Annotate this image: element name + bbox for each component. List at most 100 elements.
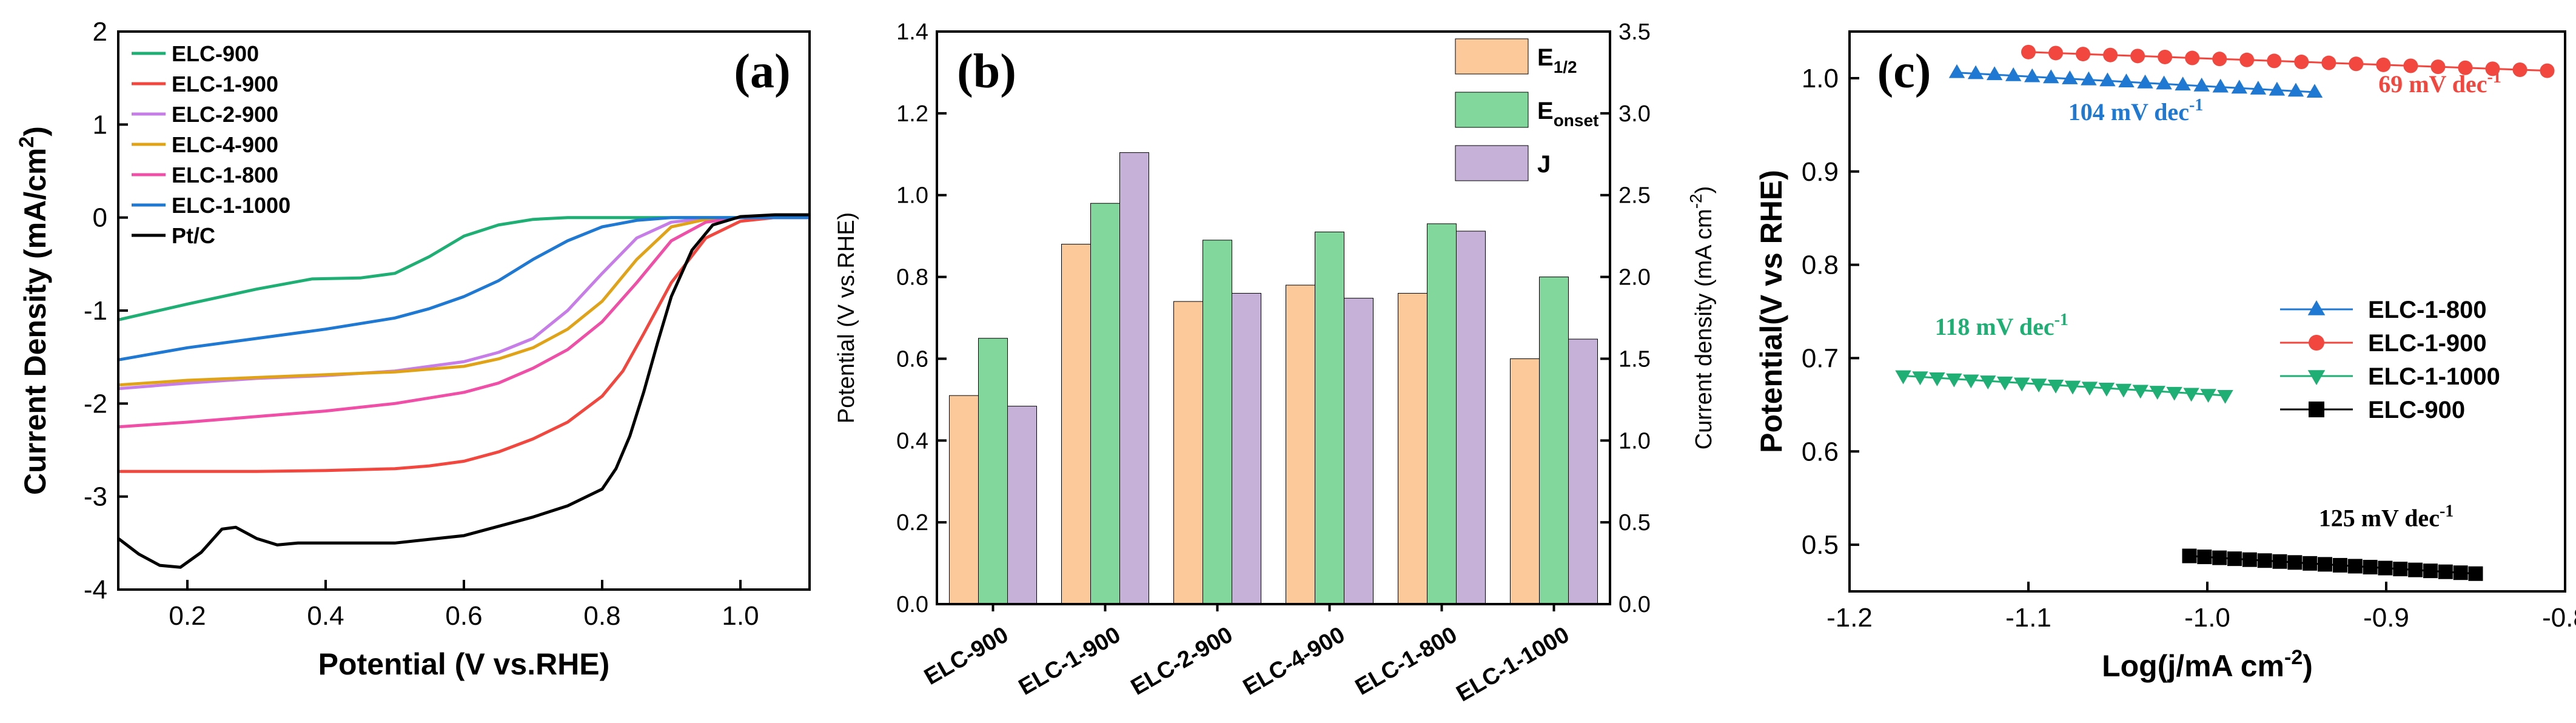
panel-a-y-axis-title-main: Current Density (mA/cm (18, 148, 52, 495)
panel-b-y-tick-label: 0.0 (896, 592, 928, 617)
panel-b-right-y-tick-label: 3.5 (1618, 19, 1651, 45)
panel-a-legend-label-2: ELC-2-900 (172, 102, 278, 127)
panel-c-point-1 (2458, 60, 2473, 75)
panel-b-legend-label-main: J (1537, 151, 1551, 178)
panel-a-series-line-0 (118, 216, 810, 321)
panel-b-bar-1-2 (1119, 152, 1149, 605)
panel-b-right-y-tick-label: 2.5 (1618, 183, 1651, 209)
panel-c-x-axis-title-sup: -2 (2284, 646, 2303, 669)
panel-c-point-0 (2118, 73, 2135, 87)
panel-c-point-0 (1967, 65, 1984, 79)
panel-c-point-2 (2064, 380, 2081, 395)
panel-b-legend-label-2: J (1537, 151, 1551, 178)
panel-c-series-group (1895, 44, 2555, 581)
panel-c-point-2 (1912, 371, 1928, 386)
panel-c-point-2 (1946, 373, 1962, 388)
panel-c-x-tick-label: -1.1 (2005, 603, 2051, 633)
panel-c-point-2 (1996, 376, 2013, 391)
panel-b-legend-label-main: E (1537, 44, 1554, 71)
panel-c-point-1 (2130, 49, 2145, 64)
panel-c-point-1 (2376, 57, 2391, 72)
panel-b-legend-swatch-2 (1455, 145, 1529, 181)
panel-b-bar-chart: ELC-900 ELC-1-900 ELC-2-900 ELC-4-900 ELC-1-… (834, 19, 1717, 707)
panel-c-point-0 (1948, 64, 1965, 78)
panel-b-y-tick-label: 1.4 (896, 19, 928, 45)
panel-c-point-3 (2303, 556, 2318, 571)
panel-c-point-3 (2287, 555, 2303, 570)
panel-c-point-1 (2349, 56, 2364, 72)
panel-b-y-tick-label: 0.6 (896, 346, 928, 372)
panel-c-point-3 (2438, 564, 2453, 579)
panel-a-y-axis-title-sup: 2 (15, 136, 38, 148)
panel-c-point-3 (2212, 550, 2227, 565)
panel-b-right-y-axis-title-main: Current density (mA cm (1691, 209, 1717, 449)
panel-b-bar-3-2 (1344, 298, 1374, 605)
panel-c-y-tick-label: 0.6 (1802, 437, 1839, 466)
panel-c-point-2 (2217, 389, 2233, 404)
panel-c-point-3 (2272, 554, 2287, 569)
panel-b-legend-label-sub: onset (1554, 111, 1599, 130)
panel-c-legend-swatch-marker-1 (2309, 335, 2324, 351)
panel-a-series-line-4 (118, 216, 810, 429)
panel-c-point-0 (2024, 68, 2041, 82)
panel-c-slope-annotation-main: 125 mV dec (2319, 504, 2440, 531)
panel-a-series-line-5 (118, 216, 810, 362)
panel-c-point-2 (2132, 385, 2148, 399)
panel-b-bar-1-0 (1061, 244, 1091, 605)
panel-b-bar-0-1 (978, 338, 1008, 605)
panel-b-plot-frame (936, 30, 1611, 605)
panel-c-legend-label-3: ELC-900 (2368, 397, 2465, 423)
panel-a-legend: ELC-900 ELC-1-900 ELC-2-900 ELC-4-900 ELC-1-… (132, 41, 290, 248)
panel-b-bar-5-2 (1568, 338, 1598, 605)
panel-b-bar-4-1 (1427, 223, 1457, 605)
panel-c-point-1 (2076, 47, 2091, 62)
panel-c-slope-annotation-1: 69 mV dec-1 (2378, 68, 2501, 98)
panel-c-slope-annotation-3: 125 mV dec-1 (2319, 502, 2454, 531)
panel-c-point-1 (2540, 63, 2555, 78)
panel-c-point-0 (2269, 81, 2286, 96)
panel-c-point-0 (2193, 77, 2210, 92)
panel-c-point-2 (2047, 379, 2064, 394)
panel-b-right-y-tick-label: 1.0 (1618, 428, 1651, 454)
panel-a-legend-label-0: ELC-900 (172, 41, 259, 66)
panel-b-legend-label-sub: 1/2 (1554, 58, 1577, 76)
panel-b-bar-0-2 (1007, 406, 1037, 605)
panel-c-y-tick-label: 0.5 (1802, 530, 1839, 560)
panel-c-point-2 (1895, 370, 1911, 385)
panel-a-y-tick-label: -3 (84, 482, 107, 512)
panel-c-point-1 (2239, 52, 2255, 67)
panel-a-legend-label-4: ELC-1-800 (172, 163, 278, 187)
panel-a-series-group (117, 213, 810, 569)
panel-c-y-tick-label: 0.7 (1802, 343, 1839, 373)
panel-a-x-tick-label: 0.4 (307, 601, 344, 631)
panel-a-label: (a) (734, 45, 790, 98)
panel-a-series-line-1 (118, 215, 810, 473)
panel-c-x-axis-title-main: Log(j/mA cm (2102, 649, 2284, 683)
panel-c-point-1 (2158, 49, 2173, 64)
panel-c-slope-annotation-sup: -1 (2189, 96, 2203, 115)
panel-c-slope-annotation-2: 118 mV dec-1 (1935, 311, 2068, 340)
panel-c-point-3 (2468, 566, 2483, 581)
panel-c-slope-annotation-sup: -1 (2487, 68, 2501, 87)
panel-a-x-tick-label: 0.8 (583, 601, 620, 631)
panel-c-point-2 (2183, 388, 2199, 402)
panel-c-point-3 (2423, 563, 2438, 579)
panel-b-legend-swatch-0 (1455, 38, 1529, 75)
panel-c-point-0 (2156, 75, 2172, 90)
panel-c-point-1 (2485, 61, 2500, 76)
panel-c-point-2 (2166, 386, 2182, 401)
panel-c-point-2 (2098, 383, 2115, 397)
panel-c-point-1 (2212, 52, 2227, 67)
panel-b-right-y-tick-label: 0.0 (1618, 592, 1651, 617)
panel-a-y-tick-label: -2 (84, 389, 107, 419)
panel-b-bar-3-1 (1315, 231, 1344, 605)
panel-c-point-2 (2081, 382, 2098, 396)
panel-c-x-axis-title: Log(j/mA cm-2) (2102, 646, 2313, 683)
panel-c-point-0 (2306, 84, 2323, 98)
panel-c-point-3 (2408, 562, 2423, 577)
panel-a-y-tick-label: 1 (93, 110, 107, 140)
panel-c-point-0 (2043, 69, 2059, 84)
panel-c-slope-annotation-main: 118 mV dec (1935, 313, 2054, 340)
